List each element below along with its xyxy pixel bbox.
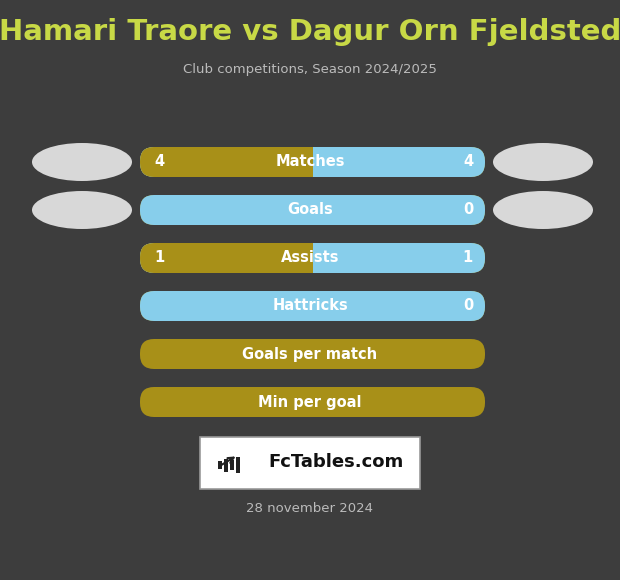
Text: FcTables.com: FcTables.com (269, 453, 404, 471)
FancyBboxPatch shape (140, 291, 485, 321)
Bar (218, 461, 222, 469)
Text: Goals per match: Goals per match (242, 346, 378, 361)
Ellipse shape (32, 191, 132, 229)
Text: Hattricks: Hattricks (272, 299, 348, 314)
Text: 1: 1 (463, 251, 473, 266)
Text: Club competitions, Season 2024/2025: Club competitions, Season 2024/2025 (183, 63, 437, 77)
FancyBboxPatch shape (140, 147, 485, 177)
Text: 0: 0 (463, 202, 473, 218)
FancyBboxPatch shape (140, 339, 485, 369)
Bar (236, 457, 240, 473)
FancyBboxPatch shape (140, 387, 485, 417)
FancyBboxPatch shape (140, 243, 485, 273)
Ellipse shape (32, 143, 132, 181)
FancyBboxPatch shape (140, 243, 485, 273)
Text: 1: 1 (154, 251, 164, 266)
FancyBboxPatch shape (140, 195, 485, 225)
Bar (224, 459, 228, 472)
Ellipse shape (493, 191, 593, 229)
FancyBboxPatch shape (140, 195, 485, 225)
Text: 0: 0 (463, 299, 473, 314)
FancyBboxPatch shape (200, 437, 420, 489)
Text: 28 november 2024: 28 november 2024 (247, 502, 373, 514)
Text: Hamari Traore vs Dagur Orn Fjeldsted: Hamari Traore vs Dagur Orn Fjeldsted (0, 18, 620, 46)
Text: Assists: Assists (281, 251, 339, 266)
Ellipse shape (493, 143, 593, 181)
FancyBboxPatch shape (140, 147, 485, 177)
Text: 4: 4 (154, 154, 164, 169)
FancyBboxPatch shape (140, 291, 485, 321)
Bar (230, 460, 234, 470)
Text: Goals: Goals (287, 202, 333, 218)
FancyBboxPatch shape (140, 147, 485, 177)
FancyBboxPatch shape (140, 243, 485, 273)
Text: 4: 4 (463, 154, 473, 169)
Text: Min per goal: Min per goal (259, 394, 361, 409)
Text: Matches: Matches (275, 154, 345, 169)
